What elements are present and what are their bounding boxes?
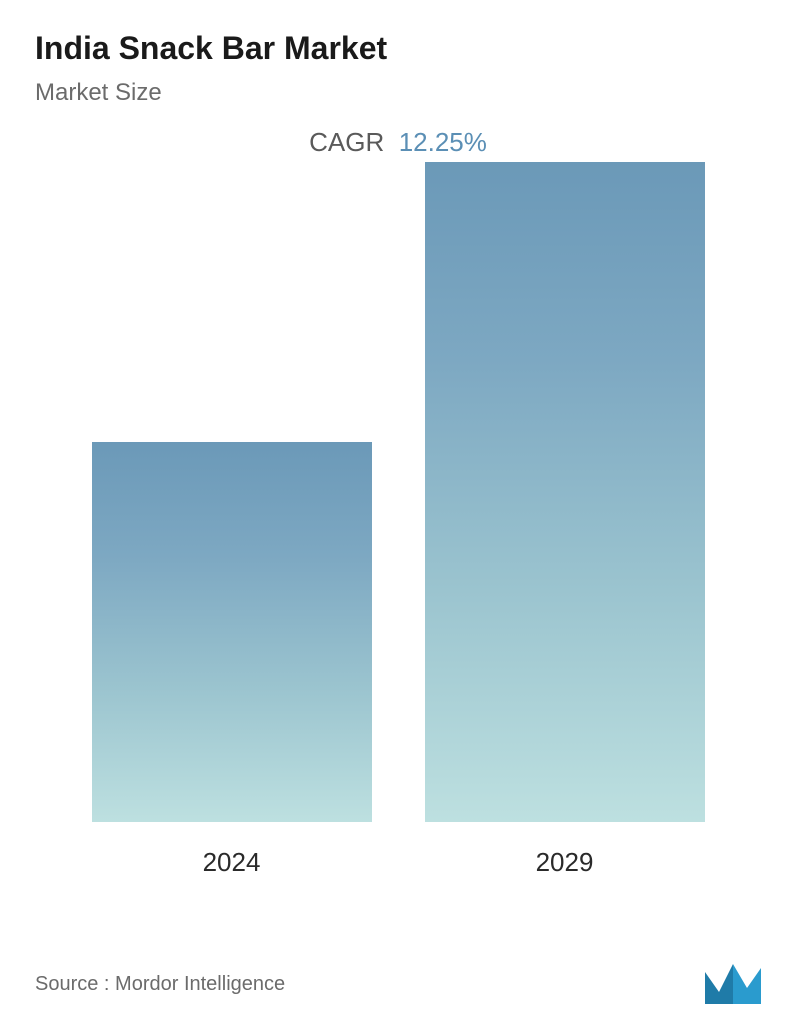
bar-2029	[425, 162, 705, 822]
chart-area: 2024 2029	[35, 198, 761, 878]
chart-subtitle: Market Size	[35, 79, 761, 107]
bar-label-2029: 2029	[536, 847, 594, 878]
cagr-label: CAGR	[309, 127, 384, 157]
cagr-row: CAGR 12.25%	[35, 127, 761, 158]
bar-label-2024: 2024	[203, 847, 261, 878]
bar-2024	[92, 442, 372, 822]
chart-title: India Snack Bar Market	[35, 30, 761, 67]
cagr-value: 12.25%	[399, 127, 487, 157]
source-text: Source : Mordor Intelligence	[35, 973, 285, 996]
bar-group-2024: 2024	[92, 442, 372, 878]
footer: Source : Mordor Intelligence	[35, 964, 761, 1004]
mn-logo-icon	[705, 964, 761, 1004]
bar-group-2029: 2029	[425, 162, 705, 878]
